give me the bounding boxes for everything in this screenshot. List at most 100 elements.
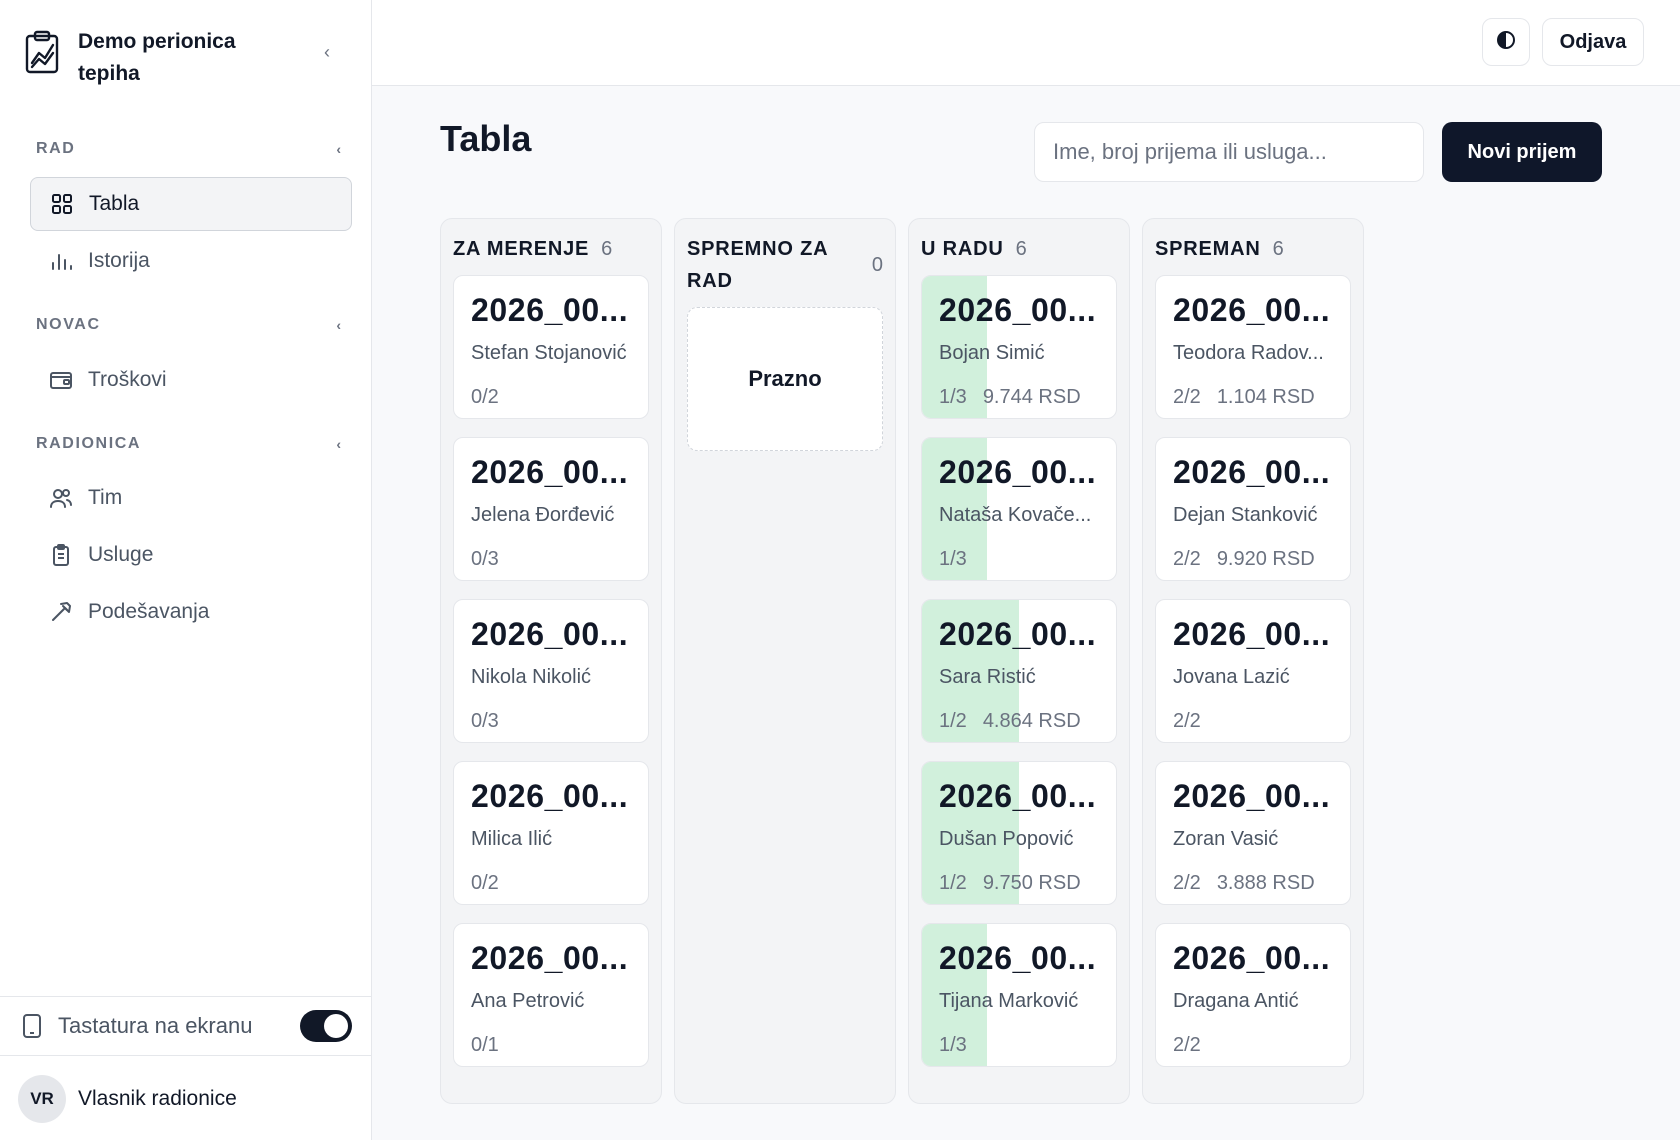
section-novac[interactable]: NOVAC ‹ — [36, 316, 341, 334]
column-title: ZA MERENJE — [453, 238, 590, 260]
sidebar-item-usluge[interactable]: Usluge — [30, 528, 352, 582]
customer-name: Stefan Stojanović — [471, 342, 627, 364]
item-progress: 1/2 — [939, 872, 967, 894]
order-card[interactable]: 2026_00... Tijana Marković 1/3 — [921, 923, 1117, 1067]
chevron-left-icon: ‹ — [336, 436, 341, 452]
order-amount: 9.744 RSD — [982, 386, 1081, 408]
user-profile[interactable]: VR Vlasnik radionice — [0, 1068, 372, 1130]
order-amount: 4.864 RSD — [982, 710, 1081, 732]
sidebar: Demo perionica tepiha ‹ RAD ‹ Tabla Isto… — [0, 0, 372, 1140]
column-count: 0 — [871, 254, 883, 276]
sidebar-item-label: Podešavanja — [88, 600, 210, 623]
order-id: 2026_00... — [1173, 940, 1331, 976]
card-meta: 1/2 4.864 RSD — [939, 710, 1081, 733]
customer-name: Nikola Nikolić — [471, 666, 592, 688]
progress-fill — [922, 276, 987, 418]
card-meta: 1/3 — [939, 548, 967, 571]
keyboard-toggle[interactable] — [300, 1010, 352, 1042]
order-amount: 9.920 RSD — [1216, 548, 1315, 570]
wallet-icon — [48, 367, 74, 393]
section-label: RADIONICA — [36, 435, 142, 452]
toggle-knob — [324, 1014, 348, 1038]
order-id: 2026_00... — [471, 454, 629, 490]
card-list: 2026_00... Teodora Radov... 2/2 1.104 RSD 20… — [1155, 275, 1351, 1085]
clipboard-chart-icon — [22, 26, 62, 78]
order-card[interactable]: 2026_00... Zoran Vasić 2/2 3.888 RSD — [1155, 761, 1351, 905]
card-meta: 2/2 9.920 RSD — [1173, 548, 1315, 571]
page-title: Tabla — [440, 118, 532, 159]
card-meta: 0/3 — [471, 548, 499, 571]
logout-button[interactable]: Odjava — [1542, 18, 1644, 66]
order-id: 2026_00... — [471, 292, 629, 328]
card-meta: 1/3 9.744 RSD — [939, 386, 1081, 409]
item-progress: 1/3 — [939, 386, 967, 408]
sidebar-item-podesavanja[interactable]: Podešavanja — [30, 585, 352, 639]
order-card[interactable]: 2026_00... Jelena Đorđević 0/3 — [453, 437, 649, 581]
item-progress: 2/2 — [1173, 1034, 1201, 1056]
column-title: SPREMNO ZA RAD — [687, 238, 828, 292]
order-id: 2026_00... — [1173, 292, 1331, 328]
card-meta: 2/2 3.888 RSD — [1173, 872, 1315, 895]
order-card[interactable]: 2026_00... Nikola Nikolić 0/3 — [453, 599, 649, 743]
order-id: 2026_00... — [939, 292, 1097, 328]
customer-name: Sara Ristić — [939, 666, 1036, 688]
order-card[interactable]: 2026_00... Milica Ilić 0/2 — [453, 761, 649, 905]
item-progress: 0/3 — [471, 548, 499, 570]
progress-fill — [922, 438, 987, 580]
user-name: Vlasnik radionice — [78, 1087, 237, 1110]
customer-name: Nataša Kovače... — [939, 504, 1092, 526]
customer-name: Dušan Popović — [939, 828, 1074, 850]
card-meta: 0/2 — [471, 872, 499, 895]
customer-name: Ana Petrović — [471, 990, 585, 1012]
item-progress: 1/3 — [939, 1034, 967, 1056]
hammer-icon — [48, 599, 74, 625]
keyboard-label: Tastatura na ekranu — [58, 1013, 253, 1038]
order-id: 2026_00... — [471, 778, 629, 814]
card-list: 2026_00... Stefan Stojanović 0/2 2026_00...… — [453, 275, 649, 1085]
search-input[interactable] — [1034, 122, 1424, 182]
item-progress: 1/2 — [939, 710, 967, 732]
column-title: SPREMAN — [1155, 238, 1261, 260]
brand[interactable]: Demo perionica tepiha ‹ — [22, 26, 352, 86]
grid-icon — [49, 191, 75, 217]
item-progress: 2/2 — [1173, 710, 1201, 732]
customer-name: Milica Ilić — [471, 828, 553, 850]
order-card[interactable]: 2026_00... Nataša Kovače... 1/3 — [921, 437, 1117, 581]
sidebar-item-label: Istorija — [88, 249, 150, 272]
section-radionica[interactable]: RADIONICA ‹ — [36, 435, 341, 453]
customer-name: Dragana Antić — [1173, 990, 1299, 1012]
collapse-sidebar-icon[interactable]: ‹ — [324, 42, 330, 62]
item-progress: 2/2 — [1173, 872, 1201, 894]
order-card[interactable]: 2026_00... Dejan Stanković 2/2 9.920 RSD — [1155, 437, 1351, 581]
sidebar-item-tim[interactable]: Tim — [30, 471, 352, 525]
progress-fill — [922, 762, 1019, 904]
sidebar-item-istorija[interactable]: Istorija — [30, 234, 352, 288]
order-card[interactable]: 2026_00... Teodora Radov... 2/2 1.104 RSD — [1155, 275, 1351, 419]
chevron-left-icon: ‹ — [336, 141, 341, 157]
column-count: 6 — [1015, 238, 1027, 260]
progress-fill — [922, 924, 987, 1066]
order-card[interactable]: 2026_00... Jovana Lazić 2/2 — [1155, 599, 1351, 743]
board-column: ZA MERENJE 6 2026_00... Stefan Stojanović 0/… — [440, 218, 662, 1104]
avatar: VR — [18, 1075, 66, 1123]
card-meta: 0/3 — [471, 710, 499, 733]
new-intake-button[interactable]: Novi prijem — [1442, 122, 1602, 182]
item-progress: 0/3 — [471, 710, 499, 732]
customer-name: Bojan Simić — [939, 342, 1045, 364]
order-card[interactable]: 2026_00... Dušan Popović 1/2 9.750 RSD — [921, 761, 1117, 905]
order-card[interactable]: 2026_00... Dragana Antić 2/2 — [1155, 923, 1351, 1067]
order-card[interactable]: 2026_00... Sara Ristić 1/2 4.864 RSD — [921, 599, 1117, 743]
order-card[interactable]: 2026_00... Stefan Stojanović 0/2 — [453, 275, 649, 419]
item-progress: 0/1 — [471, 1034, 499, 1056]
board-column: SPREMNO ZA RAD 0 Prazno — [674, 218, 896, 1104]
sidebar-item-tabla[interactable]: Tabla — [30, 177, 352, 231]
board-column: SPREMAN 6 2026_00... Teodora Radov... 2/2 1.1… — [1142, 218, 1364, 1104]
tablet-icon — [22, 1013, 42, 1039]
theme-toggle-button[interactable] — [1482, 18, 1530, 66]
sidebar-item-troskovi[interactable]: Troškovi — [30, 353, 352, 407]
order-card[interactable]: 2026_00... Bojan Simić 1/3 9.744 RSD — [921, 275, 1117, 419]
customer-name: Dejan Stanković — [1173, 504, 1318, 526]
order-card[interactable]: 2026_00... Ana Petrović 0/1 — [453, 923, 649, 1067]
section-rad[interactable]: RAD ‹ — [36, 140, 341, 158]
column-count: 6 — [1272, 238, 1284, 260]
